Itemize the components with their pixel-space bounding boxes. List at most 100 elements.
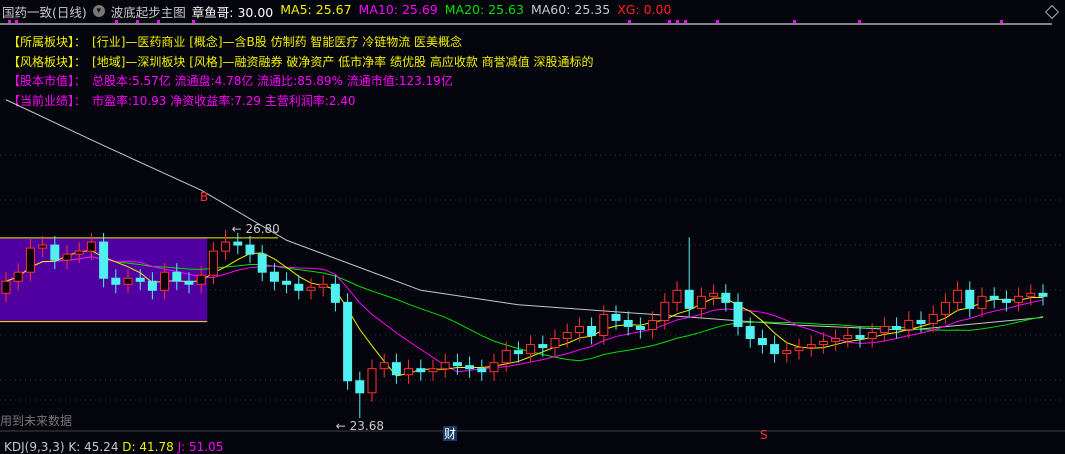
candle-up [550, 338, 560, 349]
candle-down [147, 280, 157, 291]
candle-up [526, 344, 536, 355]
low-price-label: ← 23.68 [336, 419, 384, 433]
candle-up [123, 277, 133, 285]
indicator-value-2: MA10: 25.69 [358, 1, 438, 17]
signal-marker [8, 20, 11, 23]
chart-header: 国药一致(日线) ▾ 波底起步主图 章鱼哥: 30.00 MA5: 25.67 MA… [2, 2, 671, 20]
candle-down [611, 313, 621, 321]
candle-up [818, 341, 828, 346]
candle-down [587, 325, 597, 337]
candle-up [782, 350, 792, 355]
indicator-value-1: MA5: 25.67 [280, 1, 352, 17]
indicator-name[interactable]: 波底起步主图 [110, 4, 186, 20]
indicator-value-0: 章鱼哥: 30.00 [191, 4, 274, 20]
candle-down [355, 380, 365, 394]
info-text: 市盈率:10.93 净资收益率:7.29 主营利润率:2.40 [92, 93, 356, 108]
indicator-value-5: XG: 0.00 [617, 1, 672, 17]
candle-down [269, 271, 279, 282]
info-label: 【股本市值】： [8, 74, 87, 88]
signal-marker [684, 20, 687, 23]
candle-down [684, 289, 694, 309]
signal-marker [628, 20, 631, 23]
signal-marker [115, 20, 118, 23]
candle-down [477, 368, 487, 373]
info-line: 【所属板块】： [行业]—医药商业 [概念]—含B股 仿制药 智能医疗 冷链物流 … [8, 33, 462, 50]
candle-down [50, 244, 60, 261]
candle-up [501, 350, 511, 364]
candle-up [208, 250, 218, 276]
info-line: 【股本市值】： 总股本:5.57亿 流通盘:4.78亿 流通比:85.89% 流通… [8, 72, 453, 89]
candle-up [38, 244, 48, 249]
indicator-value-3: MA20: 25.63 [444, 1, 524, 17]
sell-marker: S [760, 428, 768, 442]
info-line: 【当前业绩】： 市盈率:10.93 净资收益率:7.29 主营利润率:2.40 [8, 92, 356, 109]
candle-down [330, 283, 340, 303]
candle-up [977, 295, 987, 309]
candle-up [709, 292, 719, 297]
candle-up [221, 241, 231, 252]
candle-down [257, 253, 267, 273]
finance-marker-bg [443, 426, 457, 441]
candle-down [465, 365, 475, 370]
buy-marker: B [200, 190, 208, 204]
candle-up [574, 325, 584, 334]
info-label: 【当前业绩】： [8, 93, 87, 108]
candle-up [867, 332, 877, 340]
candle-down [245, 244, 255, 255]
info-text: [地域]—深圳板块 [风格]—融资融券 破净资产 低市净率 绩优股 高应收款 商… [92, 54, 594, 69]
candle-down [99, 241, 109, 279]
signal-marker [15, 20, 18, 23]
chevron-down-circle-icon[interactable]: ▾ [92, 5, 105, 17]
kdj-d: D: 41.78 [122, 440, 174, 454]
candle-up [404, 368, 414, 376]
candle-up [13, 271, 23, 282]
candle-down [855, 335, 865, 340]
info-line: 【风格板块】： [地域]—深圳板块 [风格]—融资融券 破净资产 低市净率 绩优股… [8, 53, 593, 70]
signal-marker [676, 20, 679, 23]
candle-up [562, 332, 572, 340]
info-text: 总股本:5.57亿 流通盘:4.78亿 流通比:85.89% 流通市值:123.… [92, 74, 453, 88]
candle-up [599, 313, 609, 337]
kdj-j: J: 51.05 [177, 440, 224, 454]
candle-down [770, 344, 780, 355]
candle-up [1026, 292, 1036, 297]
candle-down [391, 362, 401, 376]
kdj-name[interactable]: KDJ(9,3,3) [4, 440, 65, 454]
signal-marker [136, 20, 139, 23]
candle-down [733, 301, 743, 327]
candle-up [806, 344, 816, 349]
candle-up [160, 271, 170, 291]
candle-down [1001, 298, 1011, 303]
candle-down [635, 325, 645, 330]
candle-down [892, 325, 902, 330]
candle-up [379, 362, 389, 370]
candle-down [135, 277, 145, 282]
candle-up [660, 301, 670, 321]
candle-up [1, 280, 11, 294]
candle-up [367, 368, 377, 394]
candle-down [721, 292, 731, 303]
ma20-line [5, 256, 1044, 362]
candle-up [440, 362, 450, 370]
candle-down [282, 280, 292, 285]
candle-down [172, 271, 182, 282]
candle-up [489, 362, 499, 373]
candle-up [879, 325, 889, 334]
signal-marker [858, 20, 861, 23]
candle-down [916, 319, 926, 324]
candle-up [86, 241, 96, 252]
signal-marker [793, 20, 796, 23]
candle-up [940, 301, 950, 315]
candle-up [904, 319, 914, 330]
candle-down [233, 241, 243, 246]
candle-down [538, 344, 548, 349]
stock-title[interactable]: 国药一致(日线) [2, 4, 87, 20]
candle-down [452, 362, 462, 367]
signal-marker [157, 20, 160, 23]
candle-up [843, 335, 853, 340]
candle-up [831, 338, 841, 343]
candle-down [757, 338, 767, 346]
candle-up [306, 286, 316, 291]
candle-down [745, 325, 755, 340]
